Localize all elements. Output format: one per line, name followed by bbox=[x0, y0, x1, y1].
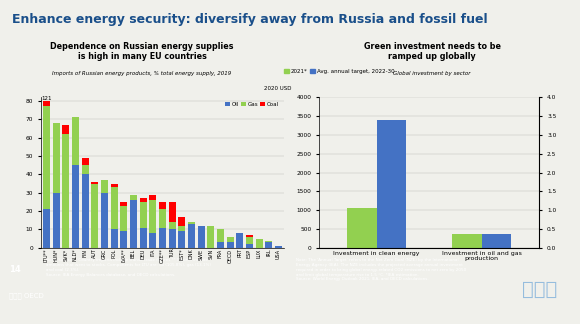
Bar bbox=[481, 234, 511, 248]
Text: Enhance energy security: diversify away from Russia and fossil fuel: Enhance energy security: diversify away … bbox=[12, 13, 487, 26]
Bar bbox=[159, 228, 166, 248]
Bar bbox=[217, 242, 224, 248]
Bar bbox=[101, 193, 108, 248]
Bar bbox=[111, 229, 118, 248]
Bar bbox=[169, 202, 176, 222]
Bar bbox=[169, 229, 176, 248]
Bar bbox=[43, 209, 50, 248]
Bar bbox=[159, 202, 166, 209]
Bar bbox=[178, 217, 185, 226]
Text: 》》》: 》》》 bbox=[521, 280, 557, 299]
Bar bbox=[62, 125, 69, 134]
Bar bbox=[111, 187, 118, 229]
Bar bbox=[452, 234, 481, 248]
Legend: Oil, Gas, Coal: Oil, Gas, Coal bbox=[223, 100, 281, 110]
Text: Note: The 'Annual Target' refers to the Net Zero Goal (NZE) by the International: Note: The 'Annual Target' refers to the … bbox=[296, 258, 466, 282]
Bar bbox=[140, 202, 147, 228]
Bar bbox=[178, 231, 185, 248]
Bar bbox=[53, 193, 60, 248]
Bar bbox=[72, 165, 79, 248]
Bar bbox=[347, 208, 377, 248]
Bar bbox=[246, 235, 253, 237]
Bar bbox=[265, 240, 272, 242]
Text: Dependence on Russian energy supplies
is high in many EU countries: Dependence on Russian energy supplies is… bbox=[50, 42, 234, 61]
Bar bbox=[91, 184, 98, 248]
Bar bbox=[72, 117, 79, 165]
Bar bbox=[82, 158, 89, 165]
Bar bbox=[207, 226, 214, 248]
Bar bbox=[111, 184, 118, 187]
Bar bbox=[265, 242, 272, 248]
Bar bbox=[120, 206, 127, 231]
Bar bbox=[82, 174, 89, 248]
Bar bbox=[188, 222, 195, 224]
Bar bbox=[53, 123, 60, 193]
Bar bbox=[82, 165, 89, 174]
Bar bbox=[188, 224, 195, 248]
Text: 2020 USD: 2020 USD bbox=[264, 86, 291, 91]
Bar bbox=[169, 222, 176, 229]
Bar bbox=[256, 239, 263, 248]
Bar bbox=[91, 182, 98, 184]
Bar bbox=[227, 237, 234, 242]
Bar bbox=[227, 242, 234, 248]
Bar bbox=[246, 244, 253, 248]
Bar bbox=[43, 106, 50, 209]
Legend: 2021*, Avg. annual target, 2022-30: 2021*, Avg. annual target, 2022-30 bbox=[282, 67, 397, 76]
Bar bbox=[149, 195, 156, 200]
Bar bbox=[140, 198, 147, 202]
Bar bbox=[120, 231, 127, 248]
Bar bbox=[159, 209, 166, 228]
Bar bbox=[43, 101, 50, 106]
Bar bbox=[149, 200, 156, 233]
Bar bbox=[149, 233, 156, 248]
Bar bbox=[62, 134, 69, 248]
Bar bbox=[275, 246, 282, 248]
Bar bbox=[178, 226, 185, 231]
Bar bbox=[377, 120, 406, 248]
Bar bbox=[217, 229, 224, 242]
Bar bbox=[130, 195, 137, 200]
Bar bbox=[198, 226, 205, 248]
Text: Green investment needs to be
ramped up globally: Green investment needs to be ramped up g… bbox=[364, 42, 501, 61]
Text: ⓄⓄⓄ OECD: ⓄⓄⓄ OECD bbox=[9, 293, 44, 299]
Bar bbox=[120, 202, 127, 206]
Bar bbox=[101, 180, 108, 193]
Bar bbox=[246, 237, 253, 244]
Text: 121: 121 bbox=[41, 96, 52, 101]
Text: Imports of Russian energy products, % total energy supply, 2019: Imports of Russian energy products, % to… bbox=[52, 71, 232, 76]
Bar bbox=[130, 200, 137, 248]
Text: Note: Source: * Country imports include transit trade figures ** Figures include: Note: Source: * Country imports include … bbox=[46, 258, 211, 276]
Text: 14: 14 bbox=[9, 265, 20, 274]
Bar bbox=[236, 233, 243, 248]
Bar bbox=[140, 228, 147, 248]
Text: Global investment by sector: Global investment by sector bbox=[393, 71, 471, 76]
